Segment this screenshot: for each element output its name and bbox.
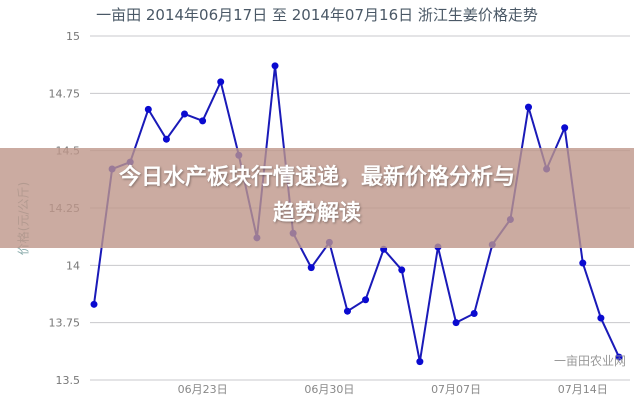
data-point — [561, 124, 569, 132]
headline-text: 今日水产板块行情速递，最新价格分析与 趋势解读 — [0, 160, 634, 232]
data-point — [307, 264, 315, 272]
data-point — [398, 266, 406, 274]
y-tick-label: 13.75 — [49, 317, 81, 330]
data-point — [579, 259, 587, 267]
data-point — [343, 307, 351, 315]
y-tick-label: 15 — [66, 30, 80, 43]
x-tick-label: 06月23日 — [178, 383, 228, 396]
y-tick-label: 14.75 — [49, 87, 81, 100]
data-point — [162, 135, 170, 143]
chart-title: 一亩田 2014年06月17日 至 2014年07月16日 浙江生姜价格走势 — [96, 6, 538, 24]
data-point — [615, 353, 623, 361]
data-point — [416, 358, 424, 366]
headline-banner — [0, 148, 634, 248]
data-point — [470, 309, 478, 317]
data-point — [452, 319, 460, 327]
data-point — [217, 78, 225, 86]
data-point — [362, 296, 370, 304]
data-point — [199, 117, 207, 125]
data-point — [181, 110, 189, 118]
headline-line-2: 趋势解读 — [272, 201, 361, 226]
data-point — [524, 103, 532, 111]
watermark: 一亩田农业网 — [553, 354, 626, 368]
x-tick-label: 07月07日 — [431, 383, 481, 396]
x-tick-label: 07月14日 — [558, 383, 608, 396]
x-tick-label: 06月30日 — [304, 383, 354, 396]
data-point — [90, 300, 98, 308]
y-tick-label: 13.5 — [56, 374, 81, 387]
series-line — [93, 65, 620, 362]
data-point — [597, 314, 605, 322]
headline-line-1: 今日水产板块行情速递，最新价格分析与 — [118, 165, 515, 190]
data-point — [144, 105, 152, 113]
data-point — [271, 62, 279, 70]
y-tick-label: 14 — [66, 259, 80, 272]
